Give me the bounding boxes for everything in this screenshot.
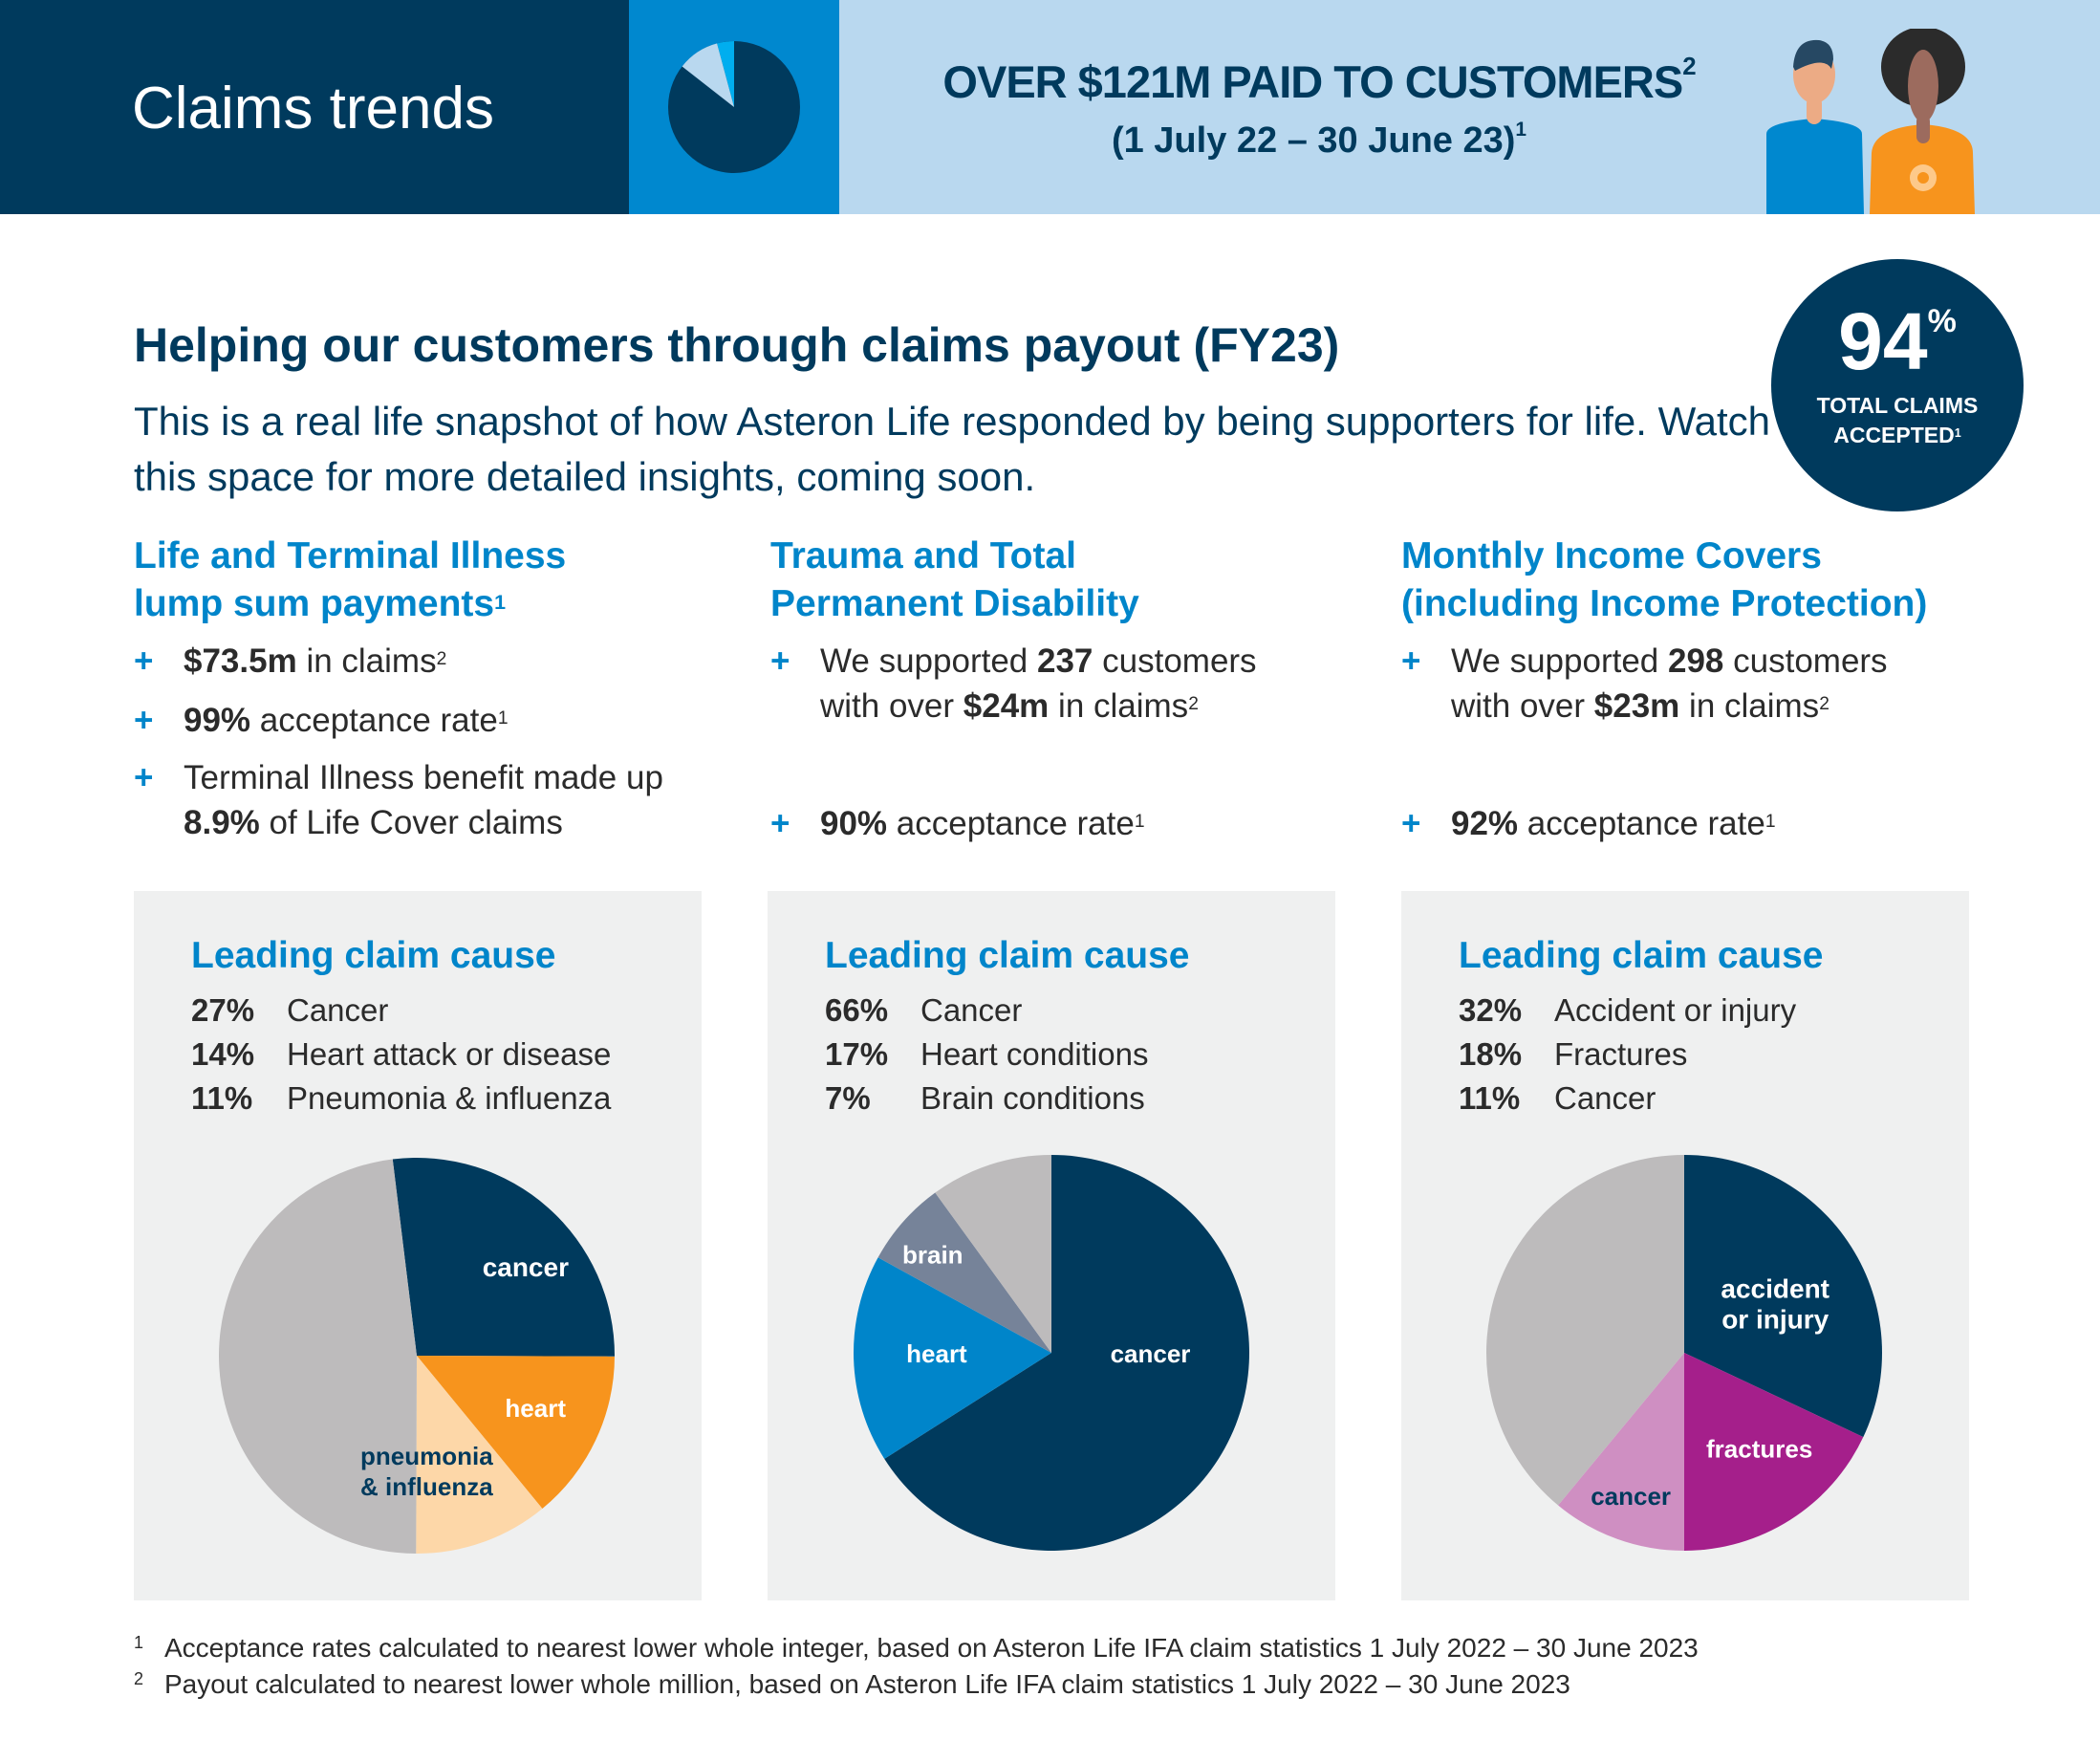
- banner-period: (1 July 22 – 30 June 23)1: [1111, 119, 1527, 161]
- intro-text: This is a real life snapshot of how Aste…: [134, 399, 1771, 499]
- page-title: Claims trends: [132, 76, 494, 141]
- plus-icon: +: [770, 642, 790, 680]
- pie-slice-label: heart: [505, 1394, 566, 1423]
- stat-bullet: +90% acceptance rate1: [770, 801, 1306, 846]
- pie-slice: [1558, 1353, 1684, 1551]
- pie-chart: cancer heart pneumonia & influenza: [219, 1158, 615, 1554]
- panel-title: Leading claim cause: [1459, 935, 1824, 976]
- banner-headline: OVER $121M PAID TO CUSTOMERS2: [942, 54, 1696, 107]
- plus-icon: +: [1401, 642, 1421, 680]
- plus-icon: +: [134, 759, 154, 796]
- pie-slice: [935, 1155, 1051, 1353]
- pie-slice: [1486, 1155, 1684, 1506]
- footnote: 2 Payout calculated to nearest lower whol…: [134, 1669, 1570, 1699]
- panel-title: Leading claim cause: [825, 935, 1190, 976]
- pie-slice: [392, 1158, 615, 1357]
- legend-row: 17% Heart conditions: [825, 1036, 1149, 1072]
- column-heading: Life and Terminal Illness lump sum paymen…: [134, 535, 567, 624]
- panel-title: Leading claim cause: [191, 935, 556, 976]
- legend-row: 27% Cancer: [191, 992, 389, 1028]
- pie-slice: [416, 1356, 543, 1554]
- pie-chart: cancer heart brain: [854, 1155, 1249, 1551]
- leading-claim-cause-panel: Leading claim cause 32% Accident or injury…: [1401, 891, 1969, 1600]
- pie-chart-icon: [668, 41, 800, 173]
- column-heading: Trauma and Total Permanent Disability: [770, 535, 1139, 624]
- stat-bullet: + We supported 298 customers with over $2…: [1401, 639, 1937, 729]
- legend-row: 11% Cancer: [1459, 1080, 1656, 1116]
- pie-slice-label: fractures: [1706, 1434, 1812, 1463]
- pie-slice-label: cancer: [483, 1252, 569, 1282]
- stat-bullet: +92% acceptance rate1: [1401, 801, 1937, 846]
- pie-slice-label: cancer: [1111, 1339, 1191, 1368]
- leading-claim-cause-panel: Leading claim cause 27% Cancer 14% Heart att…: [134, 891, 702, 1600]
- pie-slice: [219, 1159, 417, 1554]
- pie-slice-label: brain: [902, 1241, 963, 1270]
- legend-row: 11% Pneumonia & influenza: [191, 1080, 612, 1116]
- pie-slice: [1684, 1155, 1882, 1438]
- section-heading: Helping our customers through claims pay…: [134, 318, 1340, 372]
- plus-icon: +: [134, 642, 154, 680]
- column-heading: Monthly Income Covers (including Income P…: [1401, 535, 1928, 624]
- plus-icon: +: [134, 702, 154, 739]
- total-claims-accepted-badge: 94% TOTAL CLAIMS ACCEPTED1: [1771, 259, 2024, 511]
- pie-slice: [884, 1155, 1249, 1551]
- leading-claim-cause-panel: Leading claim cause 66% Cancer 17% Heart con…: [768, 891, 1335, 1600]
- plus-icon: +: [770, 805, 790, 842]
- legend-row: 14% Heart attack or disease: [191, 1036, 612, 1072]
- stat-bullet: + Terminal Illness benefit made up 8.9% o…: [134, 755, 669, 845]
- plus-icon: +: [1401, 805, 1421, 842]
- stat-bullet: +99% acceptance rate1: [134, 698, 669, 743]
- pie-slice-label: accident or injury: [1721, 1273, 1829, 1334]
- legend-row: 18% Fractures: [1459, 1036, 1688, 1072]
- header-banner: [839, 0, 2100, 214]
- legend-row: 7% Brain conditions: [825, 1080, 1145, 1116]
- pie-slice: [1684, 1353, 1864, 1551]
- pie-slice-label: cancer: [1591, 1482, 1671, 1511]
- pie-slice: [854, 1257, 1051, 1459]
- legend-row: 32% Accident or injury: [1459, 992, 1797, 1028]
- footnote: 1 Acceptance rates calculated to nearest …: [134, 1633, 1699, 1663]
- pie-slice: [417, 1356, 615, 1509]
- legend-row: 66% Cancer: [825, 992, 1023, 1028]
- header-title-block: [0, 0, 629, 214]
- header-pie-block: [629, 0, 839, 214]
- stat-bullet: + We supported 237 customers with over $2…: [770, 639, 1306, 729]
- stat-bullet: + $73.5m in claims2: [134, 639, 669, 684]
- pie-slice: [877, 1192, 1051, 1353]
- pie-slice-label: pneumonia & influenza: [360, 1442, 493, 1501]
- pie-slice-label: heart: [906, 1339, 967, 1368]
- customers-illustration: [1766, 29, 1975, 214]
- pie-chart: accident or injury fractures cancer: [1486, 1155, 1882, 1551]
